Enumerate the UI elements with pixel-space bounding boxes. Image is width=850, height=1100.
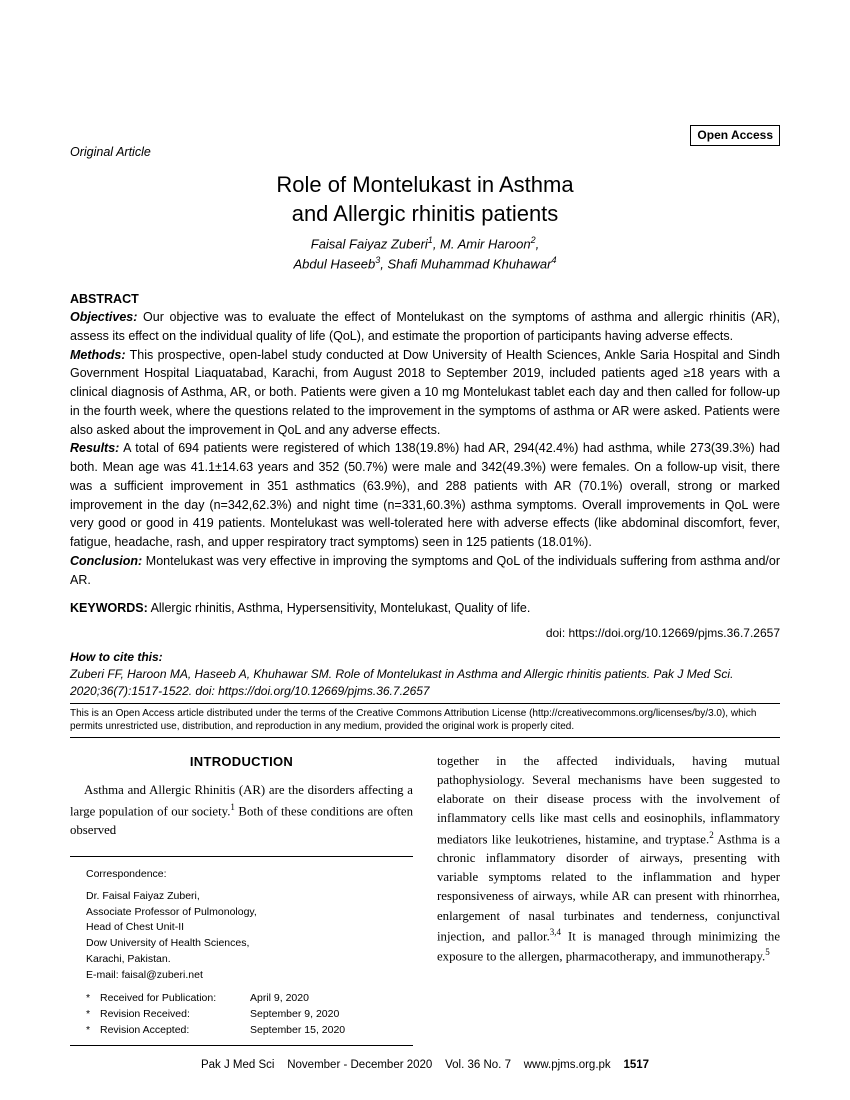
footer-page-number: 1517 xyxy=(623,1059,649,1071)
date-received-label: Received for Publication: xyxy=(100,991,250,1007)
title-block: Role of Montelukast in Asthma and Allerg… xyxy=(70,171,780,274)
article-title: Role of Montelukast in Asthma and Allerg… xyxy=(70,171,780,228)
cite-label: How to cite this: xyxy=(70,649,780,666)
intro-paragraph-2: together in the affected individuals, ha… xyxy=(437,752,780,967)
col2-text-b: Asthma is a chronic inflammatory disorde… xyxy=(437,832,780,943)
article-type: Original Article xyxy=(70,143,780,161)
date-received-value: April 9, 2020 xyxy=(250,991,309,1007)
keywords-label: KEYWORDS: xyxy=(70,601,148,615)
corr-name: Dr. Faisal Faiyaz Zuberi, xyxy=(86,889,413,905)
introduction-heading: INTRODUCTION xyxy=(70,752,413,772)
objectives-label: Objectives: xyxy=(70,310,137,324)
license-text: This is an Open Access article distribut… xyxy=(70,707,780,734)
methods-text: This prospective, open-label study condu… xyxy=(70,348,780,437)
body-columns: INTRODUCTION Asthma and Allergic Rhiniti… xyxy=(70,752,780,1046)
abstract-body: Objectives: Our objective was to evaluat… xyxy=(70,308,780,589)
footer-volume: Vol. 36 No. 7 xyxy=(445,1059,511,1071)
abstract-heading: ABSTRACT xyxy=(70,290,780,308)
footer-issue-date: November - December 2020 xyxy=(287,1059,432,1071)
corr-email: E-mail: faisal@zuberi.net xyxy=(86,968,413,984)
date-revision-received-value: September 9, 2020 xyxy=(250,1007,339,1023)
doi: doi: https://doi.org/10.12669/pjms.36.7.… xyxy=(70,625,780,642)
citation-block: How to cite this: Zuberi FF, Haroon MA, … xyxy=(70,649,780,700)
cite-text: Zuberi FF, Haroon MA, Haseeb A, Khuhawar… xyxy=(70,666,780,700)
corr-institution: Dow University of Health Sciences, xyxy=(86,936,413,952)
corr-position: Associate Professor of Pulmonology, xyxy=(86,905,413,921)
column-right: together in the affected individuals, ha… xyxy=(437,752,780,1046)
results-text: A total of 694 patients were registered … xyxy=(70,441,780,549)
objectives-text: Our objective was to evaluate the effect… xyxy=(70,310,780,343)
correspondence-heading: Correspondence: xyxy=(86,867,413,883)
author-1: Faisal Faiyaz Zuberi xyxy=(311,237,428,252)
methods-label: Methods: xyxy=(70,348,126,362)
author-4: Shafi Muhammad Khuhawar xyxy=(387,256,551,271)
footer-journal: Pak J Med Sci xyxy=(201,1059,275,1071)
correspondence-dates: *Received for Publication:April 9, 2020 … xyxy=(86,991,413,1038)
open-access-badge: Open Access xyxy=(690,125,780,146)
footer-site: www.pjms.org.pk xyxy=(524,1059,611,1071)
keywords-text: Allergic rhinitis, Asthma, Hypersensitiv… xyxy=(148,601,531,615)
title-line-2: and Allergic rhinitis patients xyxy=(292,201,559,226)
conclusion-text: Montelukast was very effective in improv… xyxy=(70,554,780,587)
page-footer: Pak J Med Sci November - December 2020 V… xyxy=(70,1057,780,1074)
divider xyxy=(70,737,780,738)
title-line-1: Role of Montelukast in Asthma xyxy=(276,172,573,197)
keywords: KEYWORDS: Allergic rhinitis, Asthma, Hyp… xyxy=(70,599,780,617)
corr-city: Karachi, Pakistan. xyxy=(86,952,413,968)
date-revision-received-label: Revision Received: xyxy=(100,1007,250,1023)
date-revision-accepted-value: September 15, 2020 xyxy=(250,1023,345,1039)
intro-paragraph-1: Asthma and Allergic Rhinitis (AR) are th… xyxy=(70,781,413,840)
date-revision-accepted-label: Revision Accepted: xyxy=(100,1023,250,1039)
corr-unit: Head of Chest Unit-II xyxy=(86,920,413,936)
divider xyxy=(70,703,780,704)
author-2: M. Amir Haroon xyxy=(440,237,531,252)
author-3: Abdul Haseeb xyxy=(294,256,376,271)
correspondence-box: Correspondence: Dr. Faisal Faiyaz Zuberi… xyxy=(70,856,413,1046)
conclusion-label: Conclusion: xyxy=(70,554,142,568)
column-left: INTRODUCTION Asthma and Allergic Rhiniti… xyxy=(70,752,413,1046)
authors: Faisal Faiyaz Zuberi1, M. Amir Haroon2, … xyxy=(70,234,780,274)
results-label: Results: xyxy=(70,441,119,455)
